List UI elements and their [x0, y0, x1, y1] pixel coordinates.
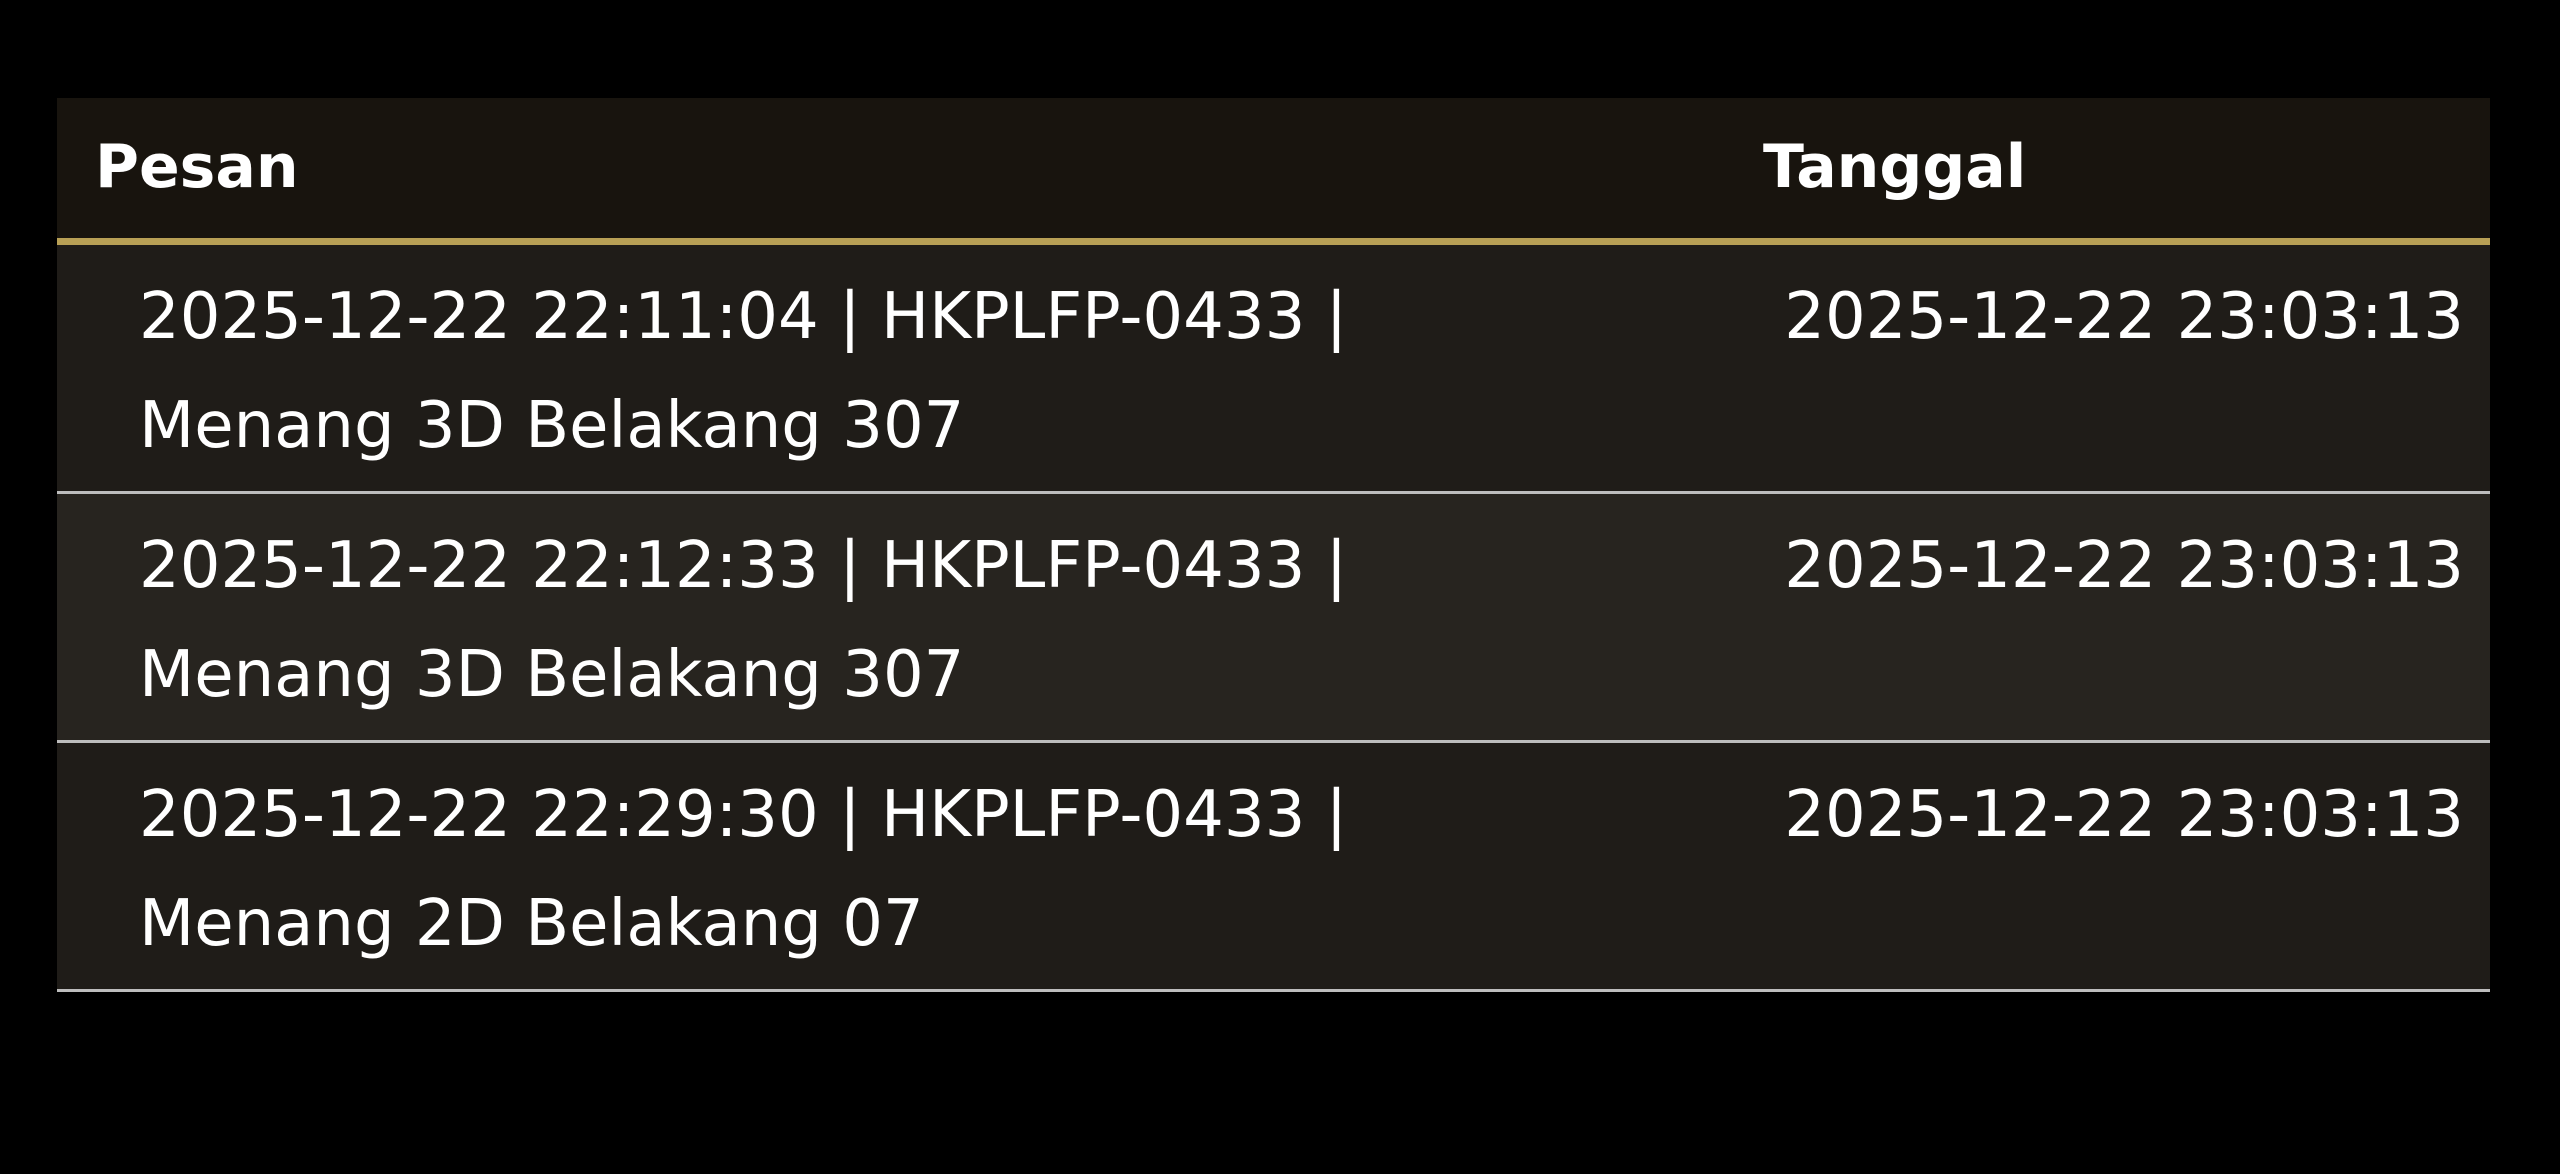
message-cell: 2025-12-22 22:29:30 | HKPLFP-0433 | Mena…	[139, 761, 1539, 979]
message-cell: 2025-12-22 22:12:33 | HKPLFP-0433 | Mena…	[139, 512, 1539, 730]
message-line: 2025-12-22 22:11:04 | HKPLFP-0433 |	[139, 280, 1348, 354]
date-cell: 2025-12-22 23:03:13	[1784, 529, 2464, 603]
column-header-message: Pesan	[95, 132, 299, 202]
date-cell: 2025-12-22 23:03:13	[1784, 778, 2464, 852]
table-body: 2025-12-22 22:11:04 | HKPLFP-0433 | Mena…	[57, 245, 2490, 992]
table-row: 2025-12-22 22:29:30 | HKPLFP-0433 | Mena…	[57, 743, 2490, 992]
message-line: Menang 2D Belakang 07	[139, 887, 924, 961]
table-row: 2025-12-22 22:12:33 | HKPLFP-0433 | Mena…	[57, 494, 2490, 743]
message-line: Menang 3D Belakang 307	[139, 389, 965, 463]
table-header: Pesan Tanggal	[57, 98, 2490, 245]
table-row: 2025-12-22 22:11:04 | HKPLFP-0433 | Mena…	[57, 245, 2490, 494]
messages-table: Pesan Tanggal 2025-12-22 22:11:04 | HKPL…	[57, 98, 2490, 992]
column-header-date: Tanggal	[1763, 132, 2027, 202]
message-line: 2025-12-22 22:12:33 | HKPLFP-0433 |	[139, 529, 1348, 603]
message-line: 2025-12-22 22:29:30 | HKPLFP-0433 |	[139, 778, 1348, 852]
message-cell: 2025-12-22 22:11:04 | HKPLFP-0433 | Mena…	[139, 263, 1539, 481]
date-cell: 2025-12-22 23:03:13	[1784, 280, 2464, 354]
message-line: Menang 3D Belakang 307	[139, 638, 965, 712]
